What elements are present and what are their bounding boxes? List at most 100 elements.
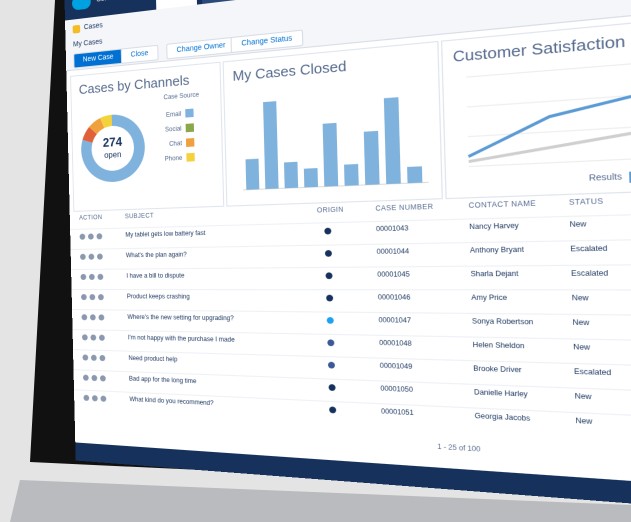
action-icon[interactable] bbox=[96, 233, 103, 240]
cell: Amy Price bbox=[471, 295, 508, 303]
legend-swatch bbox=[185, 108, 194, 118]
chart-title: My Cases Closed bbox=[232, 57, 347, 85]
action-icon[interactable] bbox=[87, 233, 94, 240]
donut-slice bbox=[80, 112, 146, 184]
series-line bbox=[466, 48, 631, 157]
legend-label: Email bbox=[166, 111, 181, 119]
cell: Georgia Jacobs bbox=[474, 413, 531, 424]
cell: Bad app for the long time bbox=[128, 376, 197, 386]
action-icon[interactable] bbox=[81, 314, 88, 321]
action-icon[interactable] bbox=[98, 334, 105, 341]
action-icon[interactable] bbox=[80, 273, 87, 280]
cell: New bbox=[573, 344, 591, 353]
cell: 00001047 bbox=[378, 317, 412, 325]
action-icon[interactable] bbox=[91, 395, 98, 402]
button[interactable]: New Case bbox=[73, 48, 124, 69]
bar bbox=[284, 161, 299, 189]
origin-icon bbox=[326, 294, 334, 302]
action-icon[interactable] bbox=[82, 374, 89, 381]
action-icon[interactable] bbox=[97, 273, 104, 280]
cell: What's the plan again? bbox=[125, 252, 187, 260]
legend-swatch bbox=[186, 152, 195, 162]
chart-svg bbox=[224, 97, 441, 206]
cell: What kind do you recommend? bbox=[129, 396, 214, 408]
cell: I'm not happy with the purchase I made bbox=[127, 335, 235, 344]
action-icon[interactable] bbox=[83, 394, 90, 402]
tab-name: Cases bbox=[83, 22, 103, 32]
button[interactable]: Change Status bbox=[230, 29, 304, 54]
action-icon[interactable] bbox=[88, 253, 95, 260]
action-icon[interactable] bbox=[97, 294, 104, 301]
cell: Helen Sheldon bbox=[472, 342, 525, 351]
cell: I have a bill to dispute bbox=[126, 273, 185, 280]
cell: Anthony Bryant bbox=[469, 247, 525, 256]
pagination: 1 - 25 of 100 bbox=[437, 444, 481, 454]
bar bbox=[363, 130, 380, 185]
legend-label: Chat bbox=[169, 141, 182, 148]
action-icon[interactable] bbox=[80, 294, 87, 301]
stand bbox=[10, 480, 631, 522]
cell: Escalated bbox=[570, 245, 608, 254]
action-icon[interactable] bbox=[82, 354, 89, 361]
action-icon[interactable] bbox=[96, 253, 103, 260]
action-icon[interactable] bbox=[79, 233, 86, 240]
cell: 00001045 bbox=[377, 271, 410, 279]
app-name: Service Console bbox=[96, 0, 146, 4]
cell: Brooke Driver bbox=[473, 366, 522, 375]
cell: 00001043 bbox=[375, 225, 409, 234]
cell: 00001044 bbox=[376, 248, 410, 257]
cell: Nancy Harvey bbox=[469, 223, 519, 232]
action-icon[interactable] bbox=[90, 334, 97, 341]
action-icon[interactable] bbox=[90, 354, 97, 361]
action-icon[interactable] bbox=[88, 273, 95, 280]
bar bbox=[344, 163, 359, 186]
column-header: CONTACT NAME bbox=[468, 200, 537, 211]
cell: Product keeps crashing bbox=[126, 294, 190, 301]
cell: Where's the new setting for upgrading? bbox=[127, 314, 234, 323]
legend-label: Results bbox=[589, 173, 623, 183]
bar bbox=[322, 122, 339, 187]
origin-icon bbox=[326, 317, 334, 324]
donut-slice bbox=[100, 114, 113, 129]
origin-icon bbox=[327, 361, 336, 369]
origin-icon bbox=[327, 339, 335, 347]
column-header: STATUS bbox=[568, 198, 604, 208]
button[interactable]: Change Owner bbox=[166, 36, 237, 60]
row-line bbox=[71, 289, 631, 291]
cell: Escalated bbox=[573, 369, 612, 378]
button[interactable]: Close bbox=[120, 44, 159, 64]
cell: New bbox=[569, 221, 587, 230]
cell: New bbox=[575, 418, 593, 427]
list-view: My Cases bbox=[72, 38, 103, 49]
cell: New bbox=[574, 393, 592, 402]
cell: Sharla Dejant bbox=[470, 271, 519, 279]
action-icon[interactable] bbox=[98, 314, 105, 321]
chart-svg: ResultsBase bbox=[443, 36, 631, 183]
row-line bbox=[70, 206, 631, 230]
column-header: CASE NUMBER bbox=[375, 204, 434, 213]
action-icon[interactable] bbox=[89, 294, 96, 301]
chart-card: Cases by Channels 274 open Case Source Email… bbox=[70, 61, 225, 212]
cell: Sonya Robertson bbox=[471, 318, 534, 327]
logo bbox=[71, 0, 91, 11]
bar bbox=[263, 101, 279, 190]
legend-swatch bbox=[185, 123, 195, 133]
action-icon[interactable] bbox=[89, 314, 96, 321]
cell: My tablet gets low battery fast bbox=[125, 230, 206, 239]
action-icon[interactable] bbox=[80, 253, 86, 260]
center-label: open bbox=[104, 150, 121, 160]
row-line bbox=[73, 369, 631, 402]
action-icon[interactable] bbox=[91, 374, 98, 382]
action-icon[interactable] bbox=[99, 354, 106, 362]
cell: Danielle Harley bbox=[473, 389, 528, 399]
action-icon[interactable] bbox=[100, 395, 107, 402]
legend-title: Case Source bbox=[163, 92, 199, 101]
bar bbox=[245, 158, 260, 190]
chart-card: My Cases Closed bbox=[222, 40, 443, 207]
action-icon[interactable] bbox=[81, 334, 88, 341]
action-icon[interactable] bbox=[99, 375, 106, 382]
column-header: SUBJECT bbox=[124, 213, 155, 221]
